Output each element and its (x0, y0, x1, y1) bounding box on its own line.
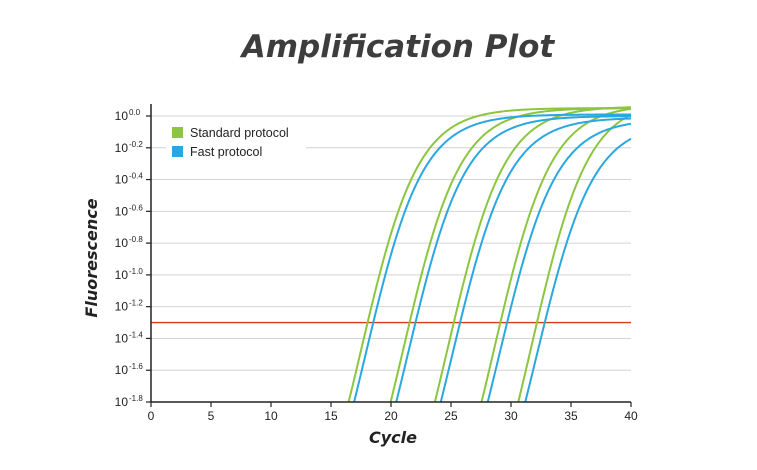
legend: Standard protocol Fast protocol (166, 119, 306, 169)
y-axis-label: Fluorescence (82, 198, 101, 317)
legend-label: Standard protocol (190, 126, 289, 140)
y-tick-exponent: -1.6 (129, 362, 143, 371)
amplification-curve (439, 117, 632, 402)
amplification-curve (486, 122, 632, 402)
y-tick-exponent: -0.8 (129, 235, 143, 244)
y-tick-label: 10 (115, 331, 129, 345)
amplification-curve (353, 113, 631, 402)
x-tick-label: 35 (564, 409, 578, 423)
x-tick-label: 15 (324, 409, 338, 423)
y-tick-label: 10 (115, 268, 129, 282)
y-tick-exponent: -0.2 (129, 140, 143, 149)
y-tick-label: 10 (115, 363, 129, 377)
y-tick-label: 10 (115, 204, 129, 218)
amplification-curve (395, 115, 632, 402)
chart-title: Amplification Plot (239, 29, 556, 65)
amplification-curve (524, 137, 632, 402)
legend-swatch (172, 146, 183, 157)
x-tick-label: 30 (504, 409, 518, 423)
y-tick-label: 10 (115, 109, 129, 123)
y-tick-exponent: -1.0 (129, 267, 143, 276)
legend-label: Fast protocol (190, 145, 262, 159)
x-tick-label: 0 (148, 409, 155, 423)
x-tick-label: 5 (208, 409, 215, 423)
x-tick-label: 25 (444, 409, 458, 423)
y-tick-exponent: 0.0 (129, 108, 141, 117)
legend-swatch (172, 127, 183, 138)
y-tick-label: 10 (115, 300, 129, 314)
y-tick-exponent: -0.4 (129, 172, 143, 181)
x-tick-label: 40 (624, 409, 638, 423)
tick-labels: 10 -1.810 -1.610 -1.410 -1.210 -1.010 -0.810 -0… (115, 108, 638, 423)
x-axis-label: Cycle (369, 428, 417, 447)
y-tick-exponent: -1.4 (129, 330, 143, 339)
y-tick-label: 10 (115, 395, 129, 409)
amplification-curve (480, 107, 632, 402)
y-tick-exponent: -1.2 (129, 299, 143, 308)
y-tick-label: 10 (115, 173, 129, 187)
curves-layer (347, 106, 632, 402)
grid (151, 115, 631, 371)
x-tick-label: 20 (384, 409, 398, 423)
y-tick-label: 10 (115, 236, 129, 250)
y-tick-exponent: -0.6 (129, 203, 143, 212)
axes (146, 104, 632, 407)
legend-background (166, 119, 306, 169)
y-tick-label: 10 (115, 141, 129, 155)
y-tick-exponent: -1.8 (129, 394, 143, 403)
x-tick-label: 10 (264, 409, 278, 423)
amplification-curve (433, 106, 632, 402)
